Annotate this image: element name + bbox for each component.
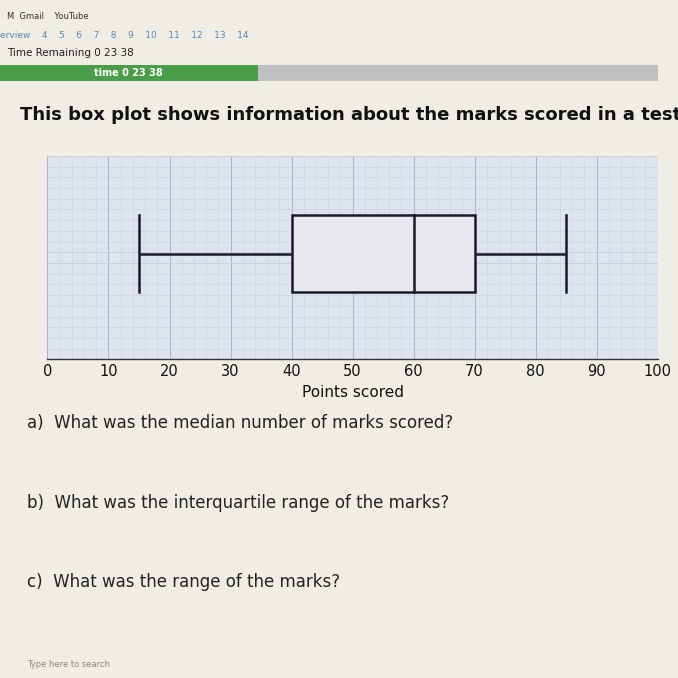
Bar — [292, 215, 475, 292]
Text: a)  What was the median number of marks scored?: a) What was the median number of marks s… — [27, 414, 454, 432]
Text: time 0 23 38: time 0 23 38 — [94, 68, 163, 78]
Text: M  Gmail    YouTube: M Gmail YouTube — [7, 12, 88, 21]
Text: This box plot shows information about the marks scored in a test.: This box plot shows information about th… — [20, 106, 678, 124]
Text: erview    4    5    6    7    8    9    10    11    12    13    14: erview 4 5 6 7 8 9 10 11 12 13 14 — [0, 31, 249, 40]
Text: Type here to search: Type here to search — [27, 660, 110, 669]
Bar — [258, 64, 658, 81]
Text: b)  What was the interquartile range of the marks?: b) What was the interquartile range of t… — [27, 494, 450, 512]
Bar — [0, 64, 258, 81]
X-axis label: Points scored: Points scored — [302, 386, 403, 401]
Text: Time Remaining 0 23 38: Time Remaining 0 23 38 — [7, 48, 134, 58]
Text: c)  What was the range of the marks?: c) What was the range of the marks? — [27, 574, 340, 591]
